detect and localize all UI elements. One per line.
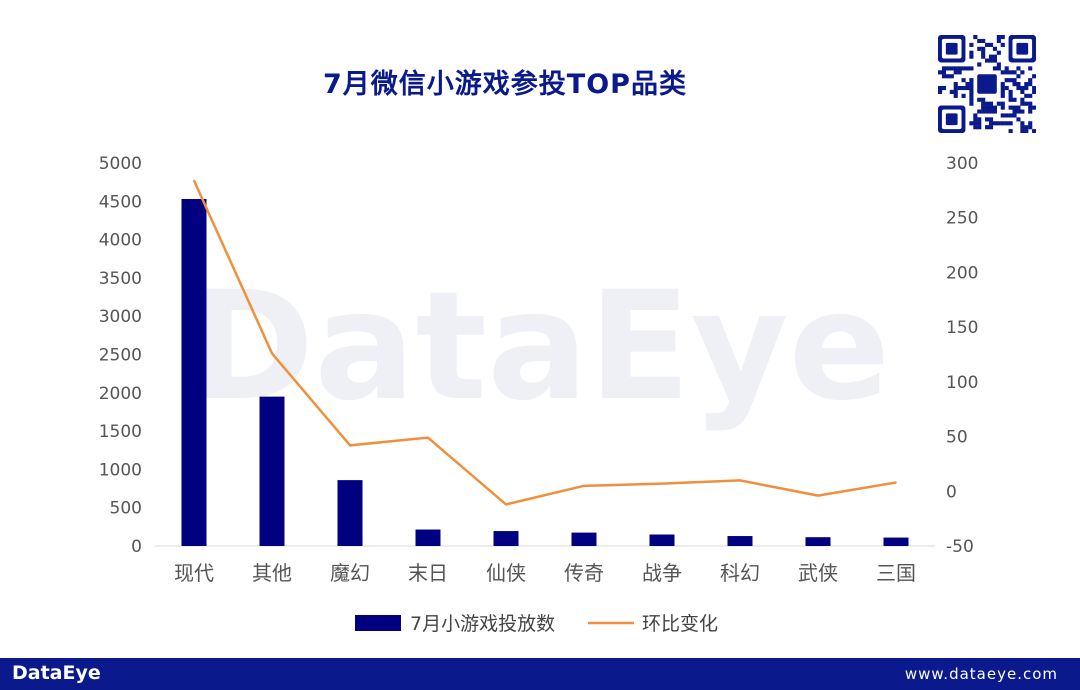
x-category-label: 其他 [252, 561, 292, 585]
axes: 0500100015002000250030003500400045005000… [99, 154, 979, 585]
y-right-tick-label: 100 [946, 373, 978, 393]
bar [571, 532, 597, 546]
line-point [505, 503, 507, 506]
line-point [349, 444, 351, 447]
x-category-label: 武侠 [798, 561, 838, 585]
line-point [739, 479, 741, 482]
x-category-label: 战争 [642, 561, 682, 585]
line-point [895, 481, 897, 484]
bar [805, 537, 831, 546]
bar [415, 529, 441, 546]
line-point [271, 352, 273, 355]
line-point [583, 485, 585, 487]
y-left-tick-label: 5000 [99, 154, 142, 174]
y-left-tick-label: 0 [131, 537, 142, 557]
x-category-label: 仙侠 [486, 561, 526, 585]
bar [181, 199, 207, 546]
line-path [192, 179, 897, 506]
bar [883, 537, 909, 546]
y-right-tick-label: 50 [946, 428, 968, 448]
footer-logo: DataEye [12, 662, 101, 684]
y-left-tick-label: 3000 [99, 307, 142, 327]
y-right-tick-label: 200 [946, 263, 978, 283]
y-left-tick-label: 4500 [99, 192, 142, 212]
line-point [427, 436, 429, 439]
watermark: DataEye [190, 260, 891, 434]
x-category-label: 魔幻 [330, 561, 370, 585]
footer-bar: DataEye www.dataeye.com [0, 658, 1080, 690]
bar [337, 480, 363, 546]
bar [649, 534, 675, 546]
bar [493, 531, 519, 546]
y-left-tick-label: 1500 [99, 422, 142, 442]
y-right-tick-label: 300 [946, 154, 978, 174]
y-left-tick-label: 1000 [99, 460, 142, 480]
legend-line-label: 环比变化 [642, 613, 718, 635]
y-left-tick-label: 4000 [99, 231, 142, 251]
y-left-tick-label: 500 [110, 499, 142, 519]
chart-title: 7月微信小游戏参投TOP品类 [323, 69, 687, 100]
y-left-tick-label: 3500 [99, 269, 142, 289]
legend-bar-swatch [355, 615, 401, 631]
x-category-label: 传奇 [564, 561, 604, 585]
line-point [193, 179, 195, 182]
y-left-tick-label: 2000 [99, 384, 142, 404]
qr-code-icon [938, 35, 1036, 133]
y-right-tick-label: -50 [946, 537, 974, 557]
x-category-label: 三国 [876, 561, 916, 585]
x-category-label: 现代 [174, 561, 214, 585]
line-point [817, 494, 819, 497]
legend: 7月小游戏投放数 环比变化 [355, 613, 718, 635]
y-right-tick-label: 250 [946, 209, 978, 229]
y-right-tick-label: 0 [946, 482, 957, 502]
y-right-tick-label: 150 [946, 318, 978, 338]
bar [259, 396, 285, 546]
bar-series [181, 199, 909, 546]
bar [727, 536, 753, 546]
footer-url: www.dataeye.com [904, 665, 1058, 683]
y-left-tick-label: 2500 [99, 346, 142, 366]
legend-bar-label: 7月小游戏投放数 [410, 613, 555, 635]
line-series [192, 179, 897, 506]
line-point [661, 482, 663, 485]
x-category-label: 末日 [408, 561, 448, 585]
x-category-label: 科幻 [720, 561, 760, 585]
